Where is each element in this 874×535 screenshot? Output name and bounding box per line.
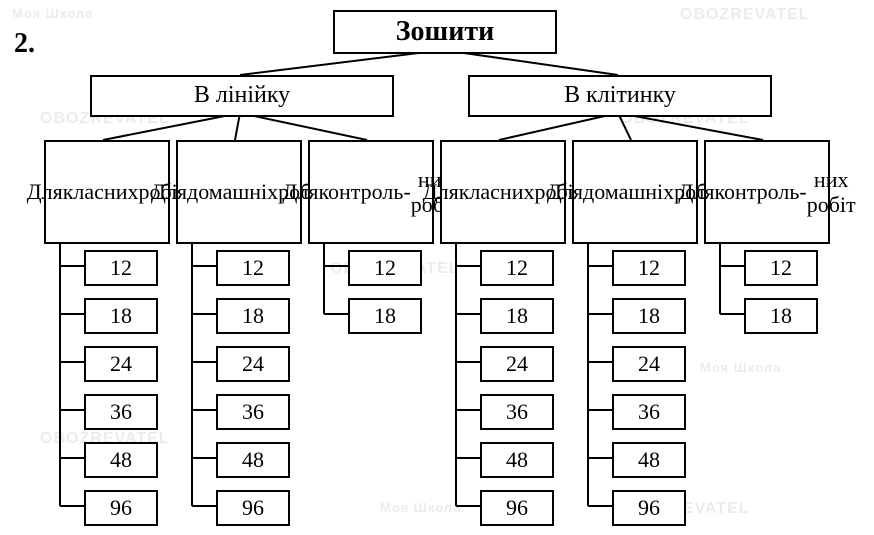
label-text: 96	[242, 495, 264, 520]
label-text: 96	[110, 495, 132, 520]
label-text: домашніх	[187, 179, 278, 204]
label-text: Для	[27, 179, 63, 204]
tree-value: 18	[348, 298, 422, 334]
label-text: 12	[506, 255, 528, 280]
tree-value: 48	[480, 442, 554, 478]
tree-value: 36	[216, 394, 290, 430]
label-text: 12	[770, 255, 792, 280]
label-text: Для	[151, 179, 187, 204]
watermark: OBOZREVATEL	[680, 6, 810, 24]
tree-value: 18	[480, 298, 554, 334]
label-text: домашніх	[583, 179, 674, 204]
tree-value: 12	[744, 250, 818, 286]
label-text: Для	[423, 179, 459, 204]
tree-value: 12	[348, 250, 422, 286]
label-text: Для	[678, 179, 714, 204]
label-text: 12	[374, 255, 396, 280]
tree-value: 96	[612, 490, 686, 526]
label-text: контроль-	[714, 179, 806, 204]
label-text: класних	[459, 179, 535, 204]
label-text: 48	[110, 447, 132, 472]
watermark: Моя Школа	[700, 360, 781, 375]
tree-group: В клітинку	[468, 75, 772, 117]
tree-value: 48	[84, 442, 158, 478]
label-text: 24	[110, 351, 132, 376]
label-text: 12	[242, 255, 264, 280]
label-text: 12	[110, 255, 132, 280]
tree-value: 18	[744, 298, 818, 334]
tree-category: Дляконтроль-них робіт	[704, 140, 830, 244]
tree-value: 96	[216, 490, 290, 526]
label-text: 24	[506, 351, 528, 376]
label-text: них робіт	[807, 167, 856, 218]
label-text: Зошити	[396, 16, 494, 48]
label-text: 36	[506, 399, 528, 424]
tree-group: В лінійку	[90, 75, 394, 117]
label-text: 18	[506, 303, 528, 328]
tree-value: 36	[612, 394, 686, 430]
label-text: 18	[770, 303, 792, 328]
tree-value: 24	[612, 346, 686, 382]
label-text: Для	[282, 179, 318, 204]
label-text: 96	[506, 495, 528, 520]
label-text: 18	[638, 303, 660, 328]
page-number: 2.	[14, 28, 35, 60]
tree-value: 12	[480, 250, 554, 286]
label-text: 36	[638, 399, 660, 424]
tree-value: 24	[84, 346, 158, 382]
tree-value: 18	[84, 298, 158, 334]
label-text: 48	[638, 447, 660, 472]
tree-value: 24	[480, 346, 554, 382]
label-text: 18	[110, 303, 132, 328]
tree-value: 96	[480, 490, 554, 526]
label-text: 24	[638, 351, 660, 376]
label-text: Для	[547, 179, 583, 204]
tree-value: 24	[216, 346, 290, 382]
label-text: 24	[242, 351, 264, 376]
label-text: 48	[506, 447, 528, 472]
tree-root: Зошити	[333, 10, 557, 54]
tree-value: 12	[216, 250, 290, 286]
label-text: контроль-	[318, 179, 410, 204]
tree-value: 36	[480, 394, 554, 430]
label-text: 36	[110, 399, 132, 424]
label-text: 18	[242, 303, 264, 328]
tree-value: 96	[84, 490, 158, 526]
tree-value: 48	[216, 442, 290, 478]
label-text: 36	[242, 399, 264, 424]
tree-category: Дляконтроль-них робіт	[308, 140, 434, 244]
tree-value: 18	[612, 298, 686, 334]
tree-value: 48	[612, 442, 686, 478]
watermark: Моя Школа	[380, 500, 461, 515]
label-text: 12	[638, 255, 660, 280]
label-text: класних	[63, 179, 139, 204]
label-text: В лінійку	[194, 82, 290, 110]
label-text: 48	[242, 447, 264, 472]
tree-value: 36	[84, 394, 158, 430]
label-text: 18	[374, 303, 396, 328]
tree-value: 18	[216, 298, 290, 334]
tree-value: 12	[612, 250, 686, 286]
tree-value: 12	[84, 250, 158, 286]
label-text: 96	[638, 495, 660, 520]
watermark: Моя Школа	[12, 6, 93, 21]
label-text: В клітинку	[564, 82, 676, 110]
